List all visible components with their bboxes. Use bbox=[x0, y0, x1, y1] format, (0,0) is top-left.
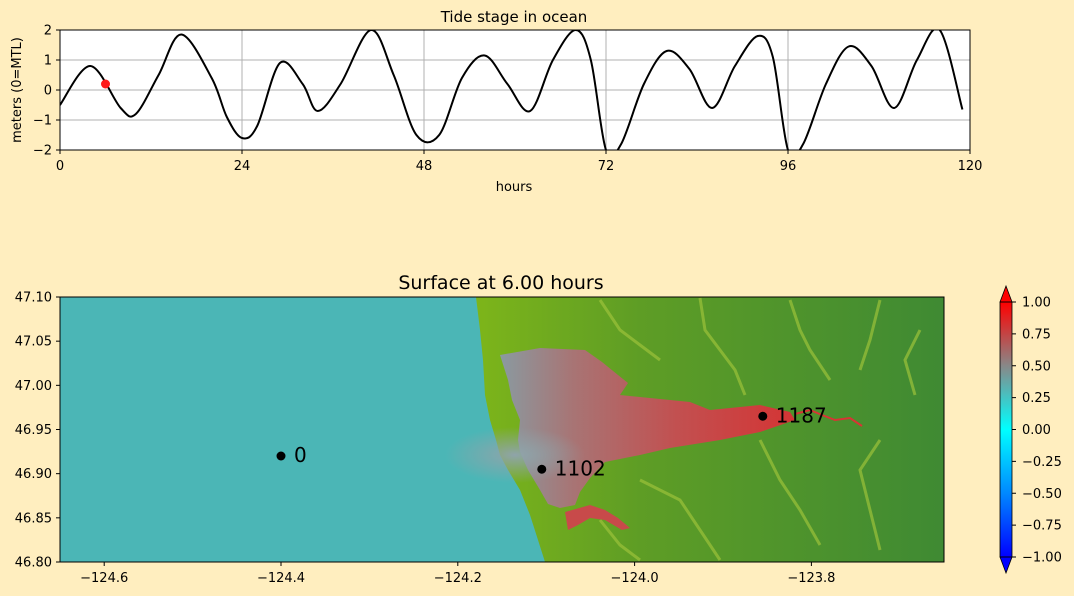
map-y-tick-label: 47.05 bbox=[15, 335, 52, 350]
estuary-mouth bbox=[445, 427, 585, 483]
gauge-label: 1187 bbox=[776, 403, 827, 427]
colorbar: −1.00 −0.75 −0.50 −0.25 0.00 0.25 0.50 0.75 1.00 bbox=[999, 284, 1062, 575]
tide-chart: Tide stage in ocean 0 24 48 72 96 120 −2 −1 0 1 2… bbox=[10, 8, 982, 195]
tide-y-ticks: −2 −1 0 1 2 bbox=[33, 24, 60, 159]
map-y-tick-label: 47.00 bbox=[15, 379, 52, 394]
river-channel bbox=[794, 408, 863, 427]
tide-y-tick-label: 0 bbox=[44, 84, 52, 99]
tide-x-tick-label: 72 bbox=[598, 159, 615, 174]
colorbar-gradient bbox=[1000, 302, 1012, 557]
colorbar-tick-label: 1.00 bbox=[1022, 296, 1051, 311]
colorbar-ticks: −1.00 −0.75 −0.50 −0.25 0.00 0.25 0.50 0.75 1.00 bbox=[1012, 296, 1062, 566]
colorbar-top-arrow bbox=[999, 284, 1013, 303]
colorbar-tick-label: −0.50 bbox=[1022, 487, 1062, 502]
tide-y-tick-label: −2 bbox=[33, 144, 52, 159]
map-y-ticks: 46.80 46.85 46.90 46.95 47.00 47.05 47.10 bbox=[15, 291, 60, 571]
tide-y-tick-label: −1 bbox=[33, 114, 52, 129]
map-x-tick-label: −123.8 bbox=[787, 571, 835, 586]
map-y-tick-label: 46.85 bbox=[15, 511, 52, 526]
tide-x-tick-label: 0 bbox=[56, 159, 64, 174]
tide-current-point bbox=[101, 79, 110, 89]
tide-x-tick-label: 24 bbox=[234, 159, 251, 174]
map-x-tick-label: −124.6 bbox=[80, 571, 128, 586]
gauge-label: 0 bbox=[294, 443, 307, 467]
tide-y-tick-label: 2 bbox=[44, 24, 52, 39]
colorbar-bottom-arrow bbox=[999, 556, 1013, 575]
tide-x-tick-label: 120 bbox=[958, 159, 983, 174]
tide-y-axis-label: meters (0=MTL) bbox=[10, 37, 25, 143]
colorbar-tick-label: 0.00 bbox=[1022, 423, 1051, 438]
colorbar-tick-label: 0.50 bbox=[1022, 359, 1051, 374]
map-x-tick-label: −124.4 bbox=[257, 571, 305, 586]
gauge-point bbox=[276, 451, 286, 461]
gauge-markers: 0 1102 1187 bbox=[276, 403, 827, 480]
tide-series-line bbox=[60, 30, 964, 150]
colorbar-tick-label: −1.00 bbox=[1022, 551, 1062, 566]
map-x-tick-label: −124.2 bbox=[434, 571, 482, 586]
colorbar-tick-label: −0.25 bbox=[1022, 455, 1062, 470]
map-raster bbox=[60, 297, 944, 562]
tide-x-axis-label: hours bbox=[496, 180, 533, 195]
map-y-tick-label: 46.95 bbox=[15, 423, 52, 438]
map-x-tick-label: −124.0 bbox=[611, 571, 659, 586]
map-y-tick-label: 46.80 bbox=[15, 556, 52, 571]
colorbar-tick-label: 0.25 bbox=[1022, 391, 1051, 406]
map-x-ticks: −124.6 −124.4 −124.2 −124.0 −123.8 bbox=[80, 562, 835, 586]
estuary-channel bbox=[565, 505, 630, 530]
tide-x-ticks: 0 24 48 72 96 120 bbox=[56, 150, 983, 174]
tide-x-tick-label: 96 bbox=[780, 159, 797, 174]
map-y-tick-label: 47.10 bbox=[15, 291, 52, 306]
surface-map-title: Surface at 6.00 hours bbox=[398, 272, 603, 294]
tide-x-tick-label: 48 bbox=[416, 159, 433, 174]
gauge-point bbox=[537, 464, 547, 474]
colorbar-tick-label: 0.75 bbox=[1022, 327, 1051, 342]
tide-chart-title: Tide stage in ocean bbox=[440, 8, 588, 26]
map-y-tick-label: 46.90 bbox=[15, 467, 52, 482]
tide-y-tick-label: 1 bbox=[44, 54, 52, 69]
surface-map: Surface at 6.00 hours bbox=[15, 272, 1062, 586]
land-valleys bbox=[598, 297, 922, 562]
gauge-point bbox=[758, 411, 768, 421]
colorbar-tick-label: −0.75 bbox=[1022, 519, 1062, 534]
gauge-label: 1102 bbox=[555, 456, 606, 480]
